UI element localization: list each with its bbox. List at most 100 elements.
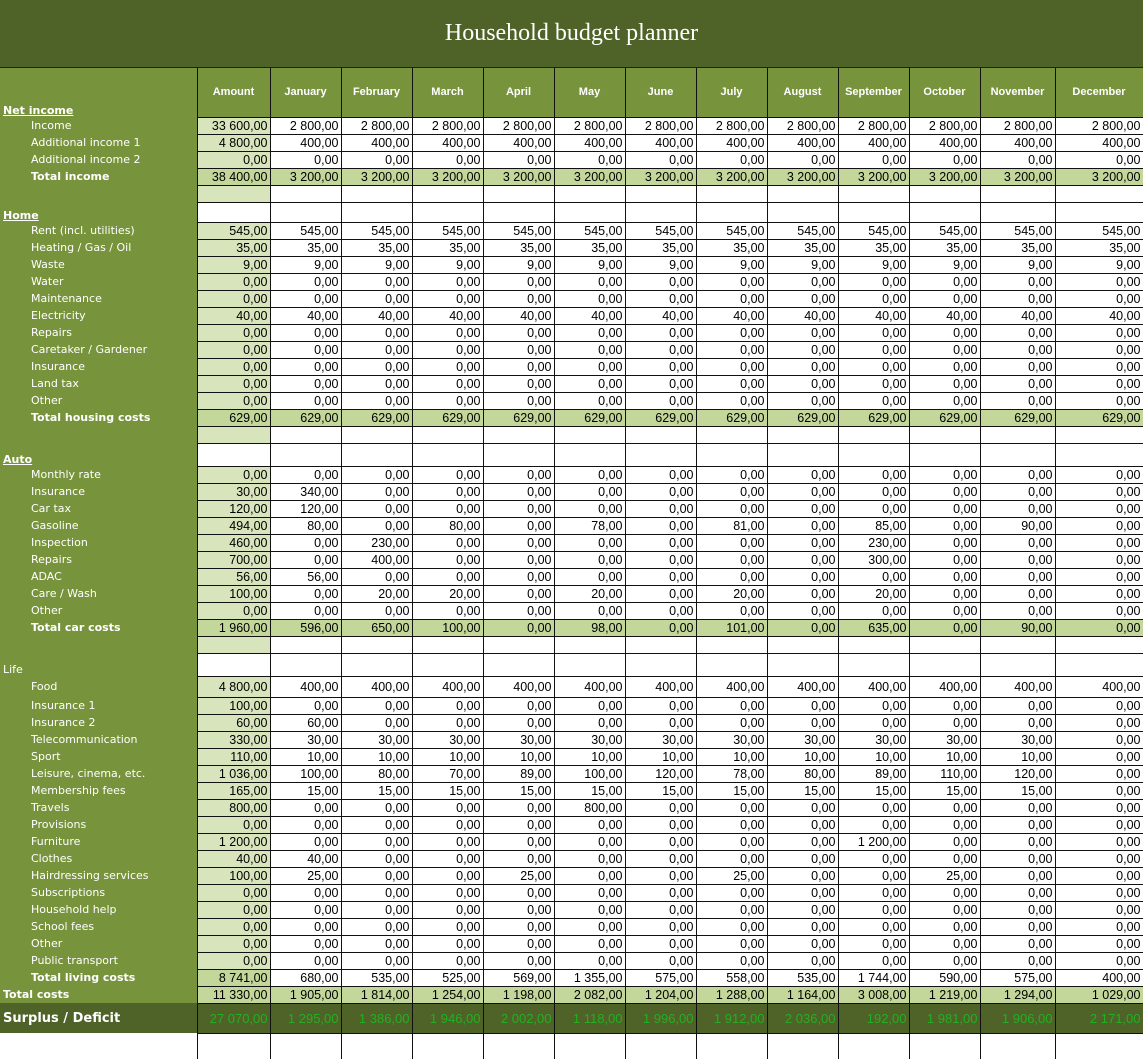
empty-cell[interactable] xyxy=(553,184,626,203)
month-cell[interactable]: 0,00 xyxy=(553,550,626,569)
month-cell[interactable]: 2 800,00 xyxy=(340,116,413,135)
empty-cell[interactable] xyxy=(837,1033,909,1059)
empty-cell[interactable] xyxy=(695,635,768,654)
month-cell[interactable]: 0,00 xyxy=(979,550,1056,569)
month-cell[interactable]: 0,00 xyxy=(695,815,768,834)
empty-cell[interactable] xyxy=(624,442,697,467)
month-cell[interactable]: 0,00 xyxy=(482,798,555,817)
month-cell[interactable]: 35,00 xyxy=(269,238,342,257)
month-cell[interactable]: 0,00 xyxy=(766,516,839,535)
month-cell[interactable]: 0,00 xyxy=(269,465,342,484)
month-cell[interactable]: 0,00 xyxy=(979,832,1056,851)
month-cell[interactable]: 0,00 xyxy=(553,696,626,715)
amount-cell[interactable]: 1 200,00 xyxy=(196,832,271,851)
month-cell[interactable]: 400,00 xyxy=(979,675,1056,698)
month-cell[interactable]: 0,00 xyxy=(908,516,981,535)
month-cell[interactable]: 0,00 xyxy=(837,713,910,732)
month-cell[interactable]: 0,00 xyxy=(340,798,413,817)
month-cell[interactable]: 100,00 xyxy=(553,764,626,783)
month-cell[interactable]: 1 219,00 xyxy=(908,985,981,1004)
month-cell[interactable]: 0,00 xyxy=(411,815,484,834)
month-cell[interactable]: 2 800,00 xyxy=(837,116,910,135)
month-cell[interactable]: 0,00 xyxy=(411,272,484,291)
month-cell[interactable]: 0,00 xyxy=(1054,601,1143,620)
month-cell[interactable]: 0,00 xyxy=(269,832,342,851)
month-cell[interactable]: 596,00 xyxy=(269,618,342,637)
month-cell[interactable]: 0,00 xyxy=(340,357,413,376)
month-cell[interactable]: 525,00 xyxy=(411,968,484,987)
month-cell[interactable]: 0,00 xyxy=(1054,272,1143,291)
month-cell[interactable]: 10,00 xyxy=(340,747,413,766)
month-cell[interactable]: 545,00 xyxy=(482,221,555,240)
month-cell[interactable]: 545,00 xyxy=(766,221,839,240)
month-cell[interactable]: 192,00 xyxy=(837,1002,910,1034)
amount-cell[interactable]: 460,00 xyxy=(196,533,271,552)
empty-cell[interactable] xyxy=(196,184,271,203)
empty-cell[interactable] xyxy=(837,442,910,467)
month-cell[interactable]: 0,00 xyxy=(553,832,626,851)
month-cell[interactable]: 0,00 xyxy=(695,951,768,970)
month-cell[interactable]: 0,00 xyxy=(340,934,413,953)
empty-cell[interactable] xyxy=(269,442,342,467)
month-cell[interactable]: 0,00 xyxy=(340,516,413,535)
empty-cell[interactable] xyxy=(411,442,484,467)
month-cell[interactable]: 575,00 xyxy=(979,968,1056,987)
empty-cell[interactable] xyxy=(411,652,484,677)
month-cell[interactable]: 0,00 xyxy=(766,866,839,885)
month-cell[interactable]: 0,00 xyxy=(624,374,697,393)
month-cell[interactable]: 400,00 xyxy=(624,675,697,698)
month-cell[interactable]: 2 800,00 xyxy=(411,116,484,135)
month-cell[interactable]: 545,00 xyxy=(1054,221,1143,240)
empty-cell[interactable] xyxy=(269,635,342,654)
month-cell[interactable]: 0,00 xyxy=(1054,883,1143,902)
month-cell[interactable]: 0,00 xyxy=(482,934,555,953)
month-cell[interactable]: 0,00 xyxy=(837,696,910,715)
month-cell[interactable]: 35,00 xyxy=(553,238,626,257)
month-cell[interactable]: 0,00 xyxy=(624,584,697,603)
month-cell[interactable]: 2 800,00 xyxy=(624,116,697,135)
month-cell[interactable]: 0,00 xyxy=(908,584,981,603)
month-cell[interactable]: 0,00 xyxy=(837,340,910,359)
month-cell[interactable]: 15,00 xyxy=(482,781,555,800)
month-cell[interactable]: 0,00 xyxy=(269,272,342,291)
month-cell[interactable]: 0,00 xyxy=(1054,340,1143,359)
month-cell[interactable]: 0,00 xyxy=(979,917,1056,936)
month-cell[interactable]: 0,00 xyxy=(553,150,626,169)
amount-cell[interactable]: 0,00 xyxy=(196,815,271,834)
empty-cell[interactable] xyxy=(482,635,555,654)
month-cell[interactable]: 40,00 xyxy=(908,306,981,325)
month-cell[interactable]: 0,00 xyxy=(269,601,342,620)
empty-cell[interactable] xyxy=(340,1033,412,1059)
month-cell[interactable]: 0,00 xyxy=(553,601,626,620)
month-cell[interactable]: 80,00 xyxy=(269,516,342,535)
empty-cell[interactable] xyxy=(196,201,271,223)
month-cell[interactable]: 20,00 xyxy=(411,584,484,603)
month-cell[interactable]: 0,00 xyxy=(979,465,1056,484)
amount-cell[interactable]: 545,00 xyxy=(196,221,271,240)
amount-cell[interactable]: 0,00 xyxy=(196,289,271,308)
month-cell[interactable]: 0,00 xyxy=(553,866,626,885)
month-cell[interactable]: 3 200,00 xyxy=(340,167,413,186)
empty-cell[interactable] xyxy=(482,201,555,223)
month-cell[interactable]: 0,00 xyxy=(837,883,910,902)
month-cell[interactable]: 0,00 xyxy=(1054,951,1143,970)
month-cell[interactable]: 0,00 xyxy=(908,798,981,817)
month-cell[interactable]: 90,00 xyxy=(979,516,1056,535)
month-cell[interactable]: 400,00 xyxy=(1054,675,1143,698)
month-cell[interactable]: 0,00 xyxy=(837,815,910,834)
month-cell[interactable]: 0,00 xyxy=(695,374,768,393)
month-cell[interactable]: 400,00 xyxy=(766,675,839,698)
month-cell[interactable]: 40,00 xyxy=(766,306,839,325)
empty-cell[interactable] xyxy=(908,652,981,677)
month-cell[interactable]: 3 008,00 xyxy=(837,985,910,1004)
month-cell[interactable]: 0,00 xyxy=(624,323,697,342)
amount-cell[interactable]: 0,00 xyxy=(196,917,271,936)
month-cell[interactable]: 0,00 xyxy=(411,150,484,169)
empty-cell[interactable] xyxy=(411,184,484,203)
month-cell[interactable]: 25,00 xyxy=(269,866,342,885)
month-cell[interactable]: 0,00 xyxy=(411,713,484,732)
column-header-february[interactable]: February xyxy=(340,68,413,118)
month-cell[interactable]: 535,00 xyxy=(766,968,839,987)
month-cell[interactable]: 1 996,00 xyxy=(624,1002,697,1034)
month-cell[interactable]: 0,00 xyxy=(1054,815,1143,834)
